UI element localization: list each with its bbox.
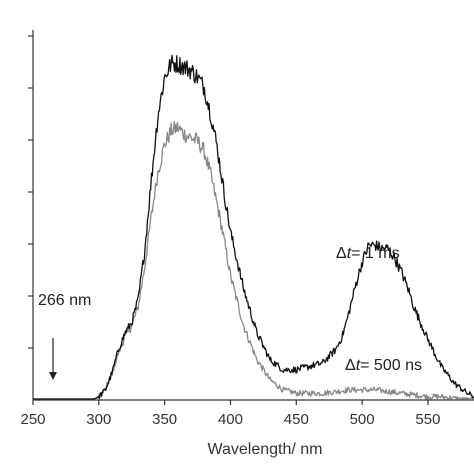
label-1ms-rest: = 1 ms xyxy=(351,245,399,262)
x-tick-label: 300 xyxy=(86,411,111,428)
label-500ns-t: t xyxy=(356,357,361,374)
x-tick-label: 450 xyxy=(284,411,309,428)
series-lines xyxy=(33,54,474,400)
y-ticks xyxy=(28,35,33,349)
x-tick-label: 550 xyxy=(415,411,440,428)
excitation-annotation: 266 nm xyxy=(38,292,91,380)
label-500ns: Δt= 500 ns xyxy=(345,357,422,374)
annotation-266nm: 266 nm xyxy=(38,292,91,309)
x-tick-label: 250 xyxy=(20,411,45,428)
x-ticks: 250 300 350 400 450 500 550 xyxy=(20,400,440,428)
annotation-arrow-head xyxy=(49,372,57,380)
label-500ns-rest: = 500 ns xyxy=(360,357,422,374)
label-1ms: Δt= 1 ms xyxy=(336,245,400,262)
label-500ns-delta: Δ xyxy=(345,357,356,374)
label-1ms-t: t xyxy=(347,245,352,262)
x-tick-label: 500 xyxy=(350,411,375,428)
series-line-500ns xyxy=(33,120,474,400)
series-line-1ms xyxy=(33,54,474,400)
x-tick-label: 350 xyxy=(152,411,177,428)
label-1ms-delta: Δ xyxy=(336,245,347,262)
x-axis-title: Wavelength/ nm xyxy=(207,441,322,458)
axes xyxy=(32,30,474,401)
x-tick-label: 400 xyxy=(218,411,243,428)
